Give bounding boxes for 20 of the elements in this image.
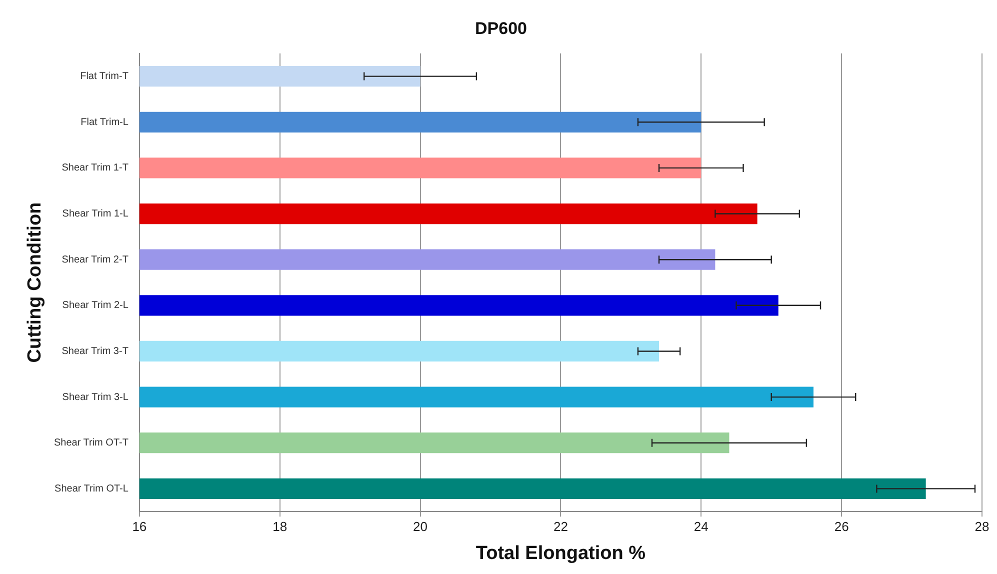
y-tick-label: Flat Trim-L [80,116,129,128]
x-tick-label: 16 [132,518,147,534]
x-tick-label: 28 [974,518,990,534]
y-axis-title: Cutting Condition [24,202,46,363]
y-tick-label: Shear Trim 1-T [62,162,128,174]
x-tick-label: 24 [694,518,708,534]
y-tick-label: Shear Trim OT-T [54,438,128,449]
x-tick-label: 18 [272,518,288,534]
chart-title: DP600 [475,18,527,38]
x-tick-label: 20 [413,518,428,534]
y-tick-label: Shear Trim 2-L [62,300,129,312]
x-axis-title: Total Elongation % [476,542,646,564]
y-tick-label: Shear Trim OT-L [54,483,129,494]
x-tick-label: 22 [553,518,568,534]
y-tick-label: Flat Trim-T [80,71,128,82]
y-tick-label: Shear Trim 1-L [62,208,129,220]
x-tick-label: 26 [834,518,849,534]
y-tick-label: Shear Trim 2-T [62,254,128,266]
y-tick-label: Shear Trim 3-T [62,346,128,357]
y-tick-label: Shear Trim 3-L [62,392,129,403]
